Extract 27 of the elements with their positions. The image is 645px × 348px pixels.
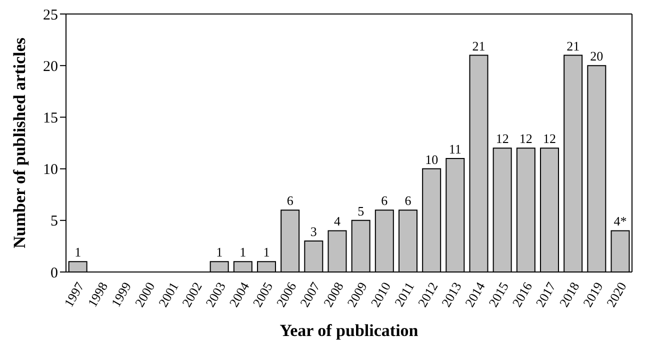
y-axis-title: Number of published articles [10,37,30,248]
data-label: 1 [263,244,270,260]
y-tick-label: 0 [50,265,58,282]
data-label: 6 [286,193,294,208]
data-label: 12 [519,131,532,146]
data-label: 6 [381,193,388,208]
data-label: 10 [425,152,438,167]
data-label: 11 [448,141,462,156]
data-label: 6 [404,193,412,208]
data-label: 4 [334,214,341,229]
data-label: 5 [358,203,364,218]
data-label: 21 [566,38,580,54]
x-axis-title: Year of publication [280,321,419,340]
y-tick-label: 20 [43,58,58,75]
y-tick-label: 15 [43,110,58,127]
data-label: 21 [472,38,486,54]
data-label: 12 [542,131,556,146]
data-label: 20 [590,48,604,64]
data-label: 1 [74,244,82,260]
data-label: 3 [310,224,317,240]
y-tick-label: 25 [43,7,58,24]
data-label: 1 [216,244,223,260]
data-label: 1 [240,244,246,260]
y-tick-label: 5 [50,214,58,230]
y-tick-label: 10 [43,162,58,178]
data-label: 4* [614,214,627,229]
data-label: 12 [496,131,509,146]
